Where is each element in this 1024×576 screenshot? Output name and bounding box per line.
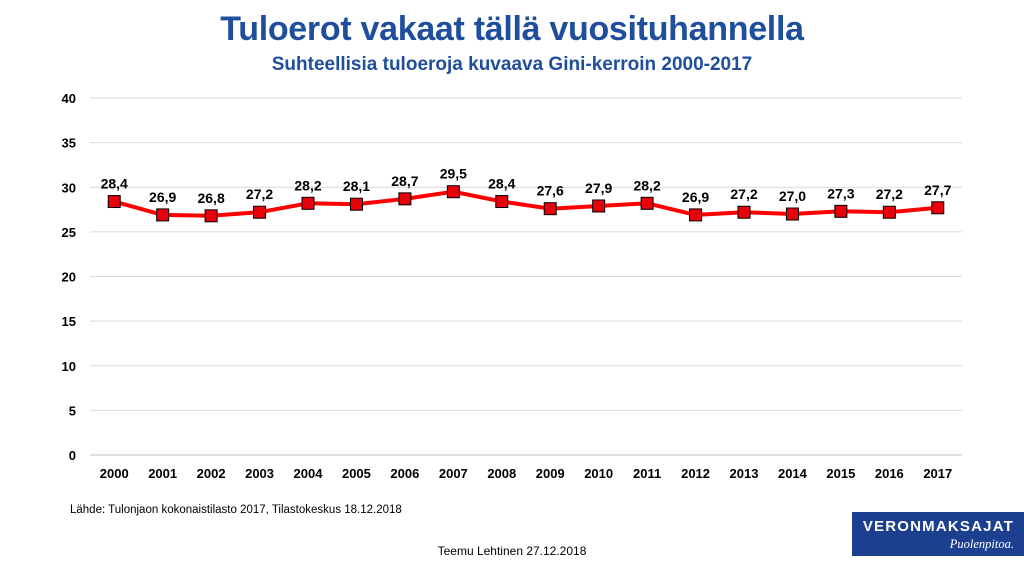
y-tick-label: 10 [62, 359, 76, 374]
data-label: 27,2 [246, 186, 273, 202]
x-tick-label: 2011 [633, 466, 661, 481]
x-tick-label: 2006 [390, 466, 419, 481]
data-label: 26,8 [197, 190, 224, 206]
data-label: 27,3 [827, 185, 854, 201]
data-label: 28,2 [294, 177, 321, 193]
data-point-marker [107, 195, 121, 209]
data-label: 29,5 [440, 166, 467, 182]
data-label: 28,4 [488, 176, 515, 192]
data-point-marker [253, 205, 267, 219]
data-point-marker [689, 208, 703, 222]
data-point-marker [882, 205, 896, 219]
y-tick-label: 40 [62, 91, 76, 106]
data-point-marker [495, 195, 509, 209]
data-label: 27,0 [779, 188, 806, 204]
logo-name: VERONMAKSAJAT [862, 518, 1014, 535]
x-tick-label: 2004 [294, 466, 324, 481]
y-tick-label: 0 [69, 448, 76, 463]
x-tick-label: 2015 [826, 466, 855, 481]
x-tick-label: 2002 [197, 466, 226, 481]
data-point-marker [785, 207, 799, 221]
x-tick-label: 2001 [148, 466, 177, 481]
y-tick-label: 30 [62, 180, 76, 195]
data-label: 28,7 [391, 173, 418, 189]
data-point-marker [543, 202, 557, 216]
x-tick-label: 2017 [923, 466, 952, 481]
data-point-marker [301, 196, 315, 210]
data-point-marker [640, 196, 654, 210]
data-label: 28,1 [343, 178, 370, 194]
y-tick-label: 20 [62, 270, 76, 285]
data-label: 27,7 [924, 182, 951, 198]
x-tick-label: 2010 [584, 466, 613, 481]
data-label: 27,9 [585, 180, 612, 196]
x-tick-label: 2008 [487, 466, 516, 481]
x-tick-label: 2013 [730, 466, 759, 481]
x-tick-label: 2003 [245, 466, 274, 481]
source-note: Lähde: Tulonjaon kokonaistilasto 2017, T… [70, 504, 402, 516]
data-point-marker [156, 208, 170, 222]
veronmaksajat-logo: VERONMAKSAJAT Puolenpitoa. [852, 512, 1024, 556]
data-label: 27,6 [537, 183, 564, 199]
chart-title: Tuloerot vakaat tällä vuosituhannella [220, 10, 804, 48]
y-tick-label: 5 [69, 403, 76, 418]
author-date: Teemu Lehtinen 27.12.2018 [437, 544, 587, 558]
x-tick-label: 2014 [778, 466, 808, 481]
data-point-marker [204, 209, 218, 223]
data-label: 27,2 [730, 186, 757, 202]
x-tick-label: 2007 [439, 466, 468, 481]
logo-tagline: Puolenpitoa. [949, 537, 1014, 551]
data-label: 26,9 [682, 189, 709, 205]
x-tick-label: 2016 [875, 466, 904, 481]
data-point-marker [834, 204, 848, 218]
data-point-marker [398, 192, 412, 206]
data-point-marker [737, 205, 751, 219]
series-line [112, 189, 940, 218]
x-tick-label: 2005 [342, 466, 371, 481]
y-tick-label: 35 [62, 136, 76, 151]
data-point-marker [931, 201, 945, 215]
data-point-marker [446, 185, 460, 199]
data-label: 28,4 [101, 176, 128, 192]
chart-subtitle: Suhteellisia tuloeroja kuvaava Gini-kerr… [271, 54, 753, 75]
y-tick-label: 15 [62, 314, 76, 329]
data-label: 28,2 [633, 177, 660, 193]
x-tick-label: 2009 [536, 466, 565, 481]
y-tick-label: 25 [62, 225, 76, 240]
data-label: 27,2 [876, 186, 903, 202]
x-tick-label: 2000 [100, 466, 129, 481]
data-label: 26,9 [149, 189, 176, 205]
x-tick-label: 2012 [681, 466, 710, 481]
data-point-marker [592, 199, 606, 213]
data-point-marker [349, 197, 363, 211]
